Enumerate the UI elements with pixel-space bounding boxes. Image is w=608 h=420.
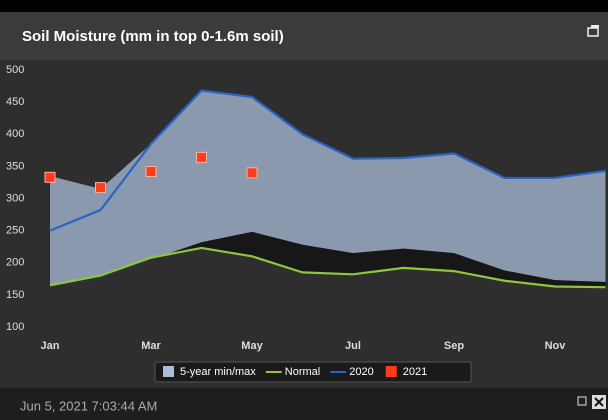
x-tick-label: Mar <box>141 340 161 352</box>
marker <box>44 171 56 183</box>
y-tick-label: 450 <box>6 96 24 108</box>
marker <box>145 166 157 178</box>
x-tick-label: Nov <box>545 340 567 352</box>
header <box>0 12 608 60</box>
marker <box>246 167 258 179</box>
legend-label: 2020 <box>349 366 373 378</box>
x-tick-label: Jul <box>345 340 361 352</box>
line-series <box>49 89 606 232</box>
plot <box>44 89 606 289</box>
x-tick-label: Sep <box>444 340 464 352</box>
legend-label: Normal <box>285 366 320 378</box>
footer <box>0 388 608 420</box>
legend-swatch <box>385 366 397 377</box>
y-tick-label: 200 <box>6 257 24 269</box>
marker <box>95 182 106 194</box>
marker <box>196 151 207 163</box>
legend: 5-year min/max Normal 2020 2021 <box>154 361 472 383</box>
close-icon[interactable] <box>592 395 606 409</box>
y-tick-label: 150 <box>6 289 24 301</box>
y-tick-label: 300 <box>6 192 24 204</box>
x-tick-label: Jan <box>41 340 60 352</box>
legend-swatch <box>163 366 174 377</box>
x-tick-label: May <box>241 340 263 352</box>
y-tick-label: 400 <box>6 128 24 140</box>
line-series <box>49 246 606 289</box>
legend-label: 5-year min/max <box>180 366 256 378</box>
export-icon[interactable] <box>577 396 587 406</box>
popout-icon[interactable] <box>587 25 599 37</box>
y-tick-label: 250 <box>6 225 24 237</box>
y-tick-label: 350 <box>6 160 24 172</box>
range-area <box>50 90 606 287</box>
chart-title: Soil Moisture (mm in top 0-1.6m soil) <box>22 28 284 45</box>
y-tick-label: 500 <box>6 64 24 76</box>
y-tick-label: 100 <box>6 321 24 333</box>
legend-label: 2021 <box>403 366 427 378</box>
timestamp: Jun 5, 2021 7:03:44 AM <box>20 398 157 413</box>
